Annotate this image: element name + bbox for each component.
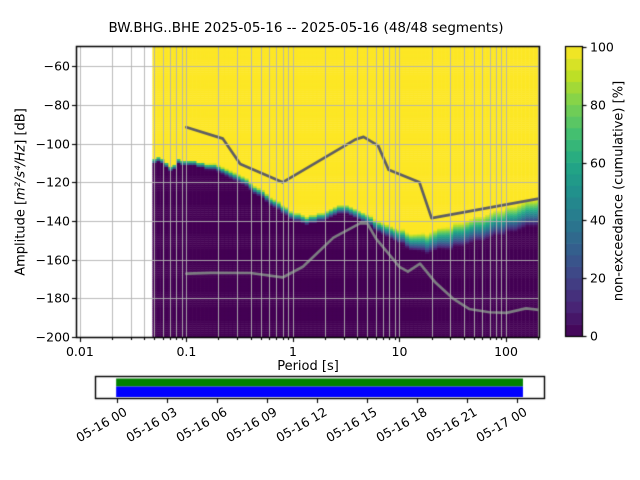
x-tick-label: 10 [391, 344, 408, 359]
y-axis-label-segment: Amplitude [ [13, 199, 29, 276]
y-tick-label: −200 [35, 329, 70, 345]
colorbar-tick-label: 0 [590, 328, 598, 344]
y-axis-label-segment: m²/s⁴/Hz [13, 144, 29, 200]
x-tick-label: 0.1 [176, 344, 197, 359]
x-tick-label: 100 [494, 344, 518, 359]
x-axis-label: Period [s] [277, 359, 339, 374]
colorbar-label: non-exceedance (cumulative) [%] [611, 80, 627, 302]
y-axis-label-segment: ] [dB] [13, 108, 29, 145]
colorbar-tick-label: 100 [590, 39, 614, 55]
y-tick-label: −100 [35, 136, 70, 152]
y-tick-label: −160 [35, 252, 70, 268]
plot-title: BW.BHG..BHE 2025-05-16 -- 2025-05-16 (48… [108, 20, 504, 36]
x-tick-label: 0.01 [65, 344, 94, 359]
y-tick-label: −80 [43, 97, 70, 113]
y-tick-label: −140 [35, 213, 70, 229]
colorbar-tick-label: 60 [590, 155, 606, 171]
y-axis-label: Amplitude [m²/s⁴/Hz] [dB] [14, 108, 29, 276]
y-tick-label: −120 [35, 174, 70, 190]
colorbar-tick-label: 80 [590, 97, 606, 113]
colorbar-tick-label: 20 [590, 270, 606, 286]
x-tick-label: 1 [288, 344, 297, 359]
colorbar-tick-label: 40 [590, 212, 606, 228]
y-tick-label: −180 [35, 290, 70, 306]
y-tick-label: −60 [43, 58, 70, 74]
